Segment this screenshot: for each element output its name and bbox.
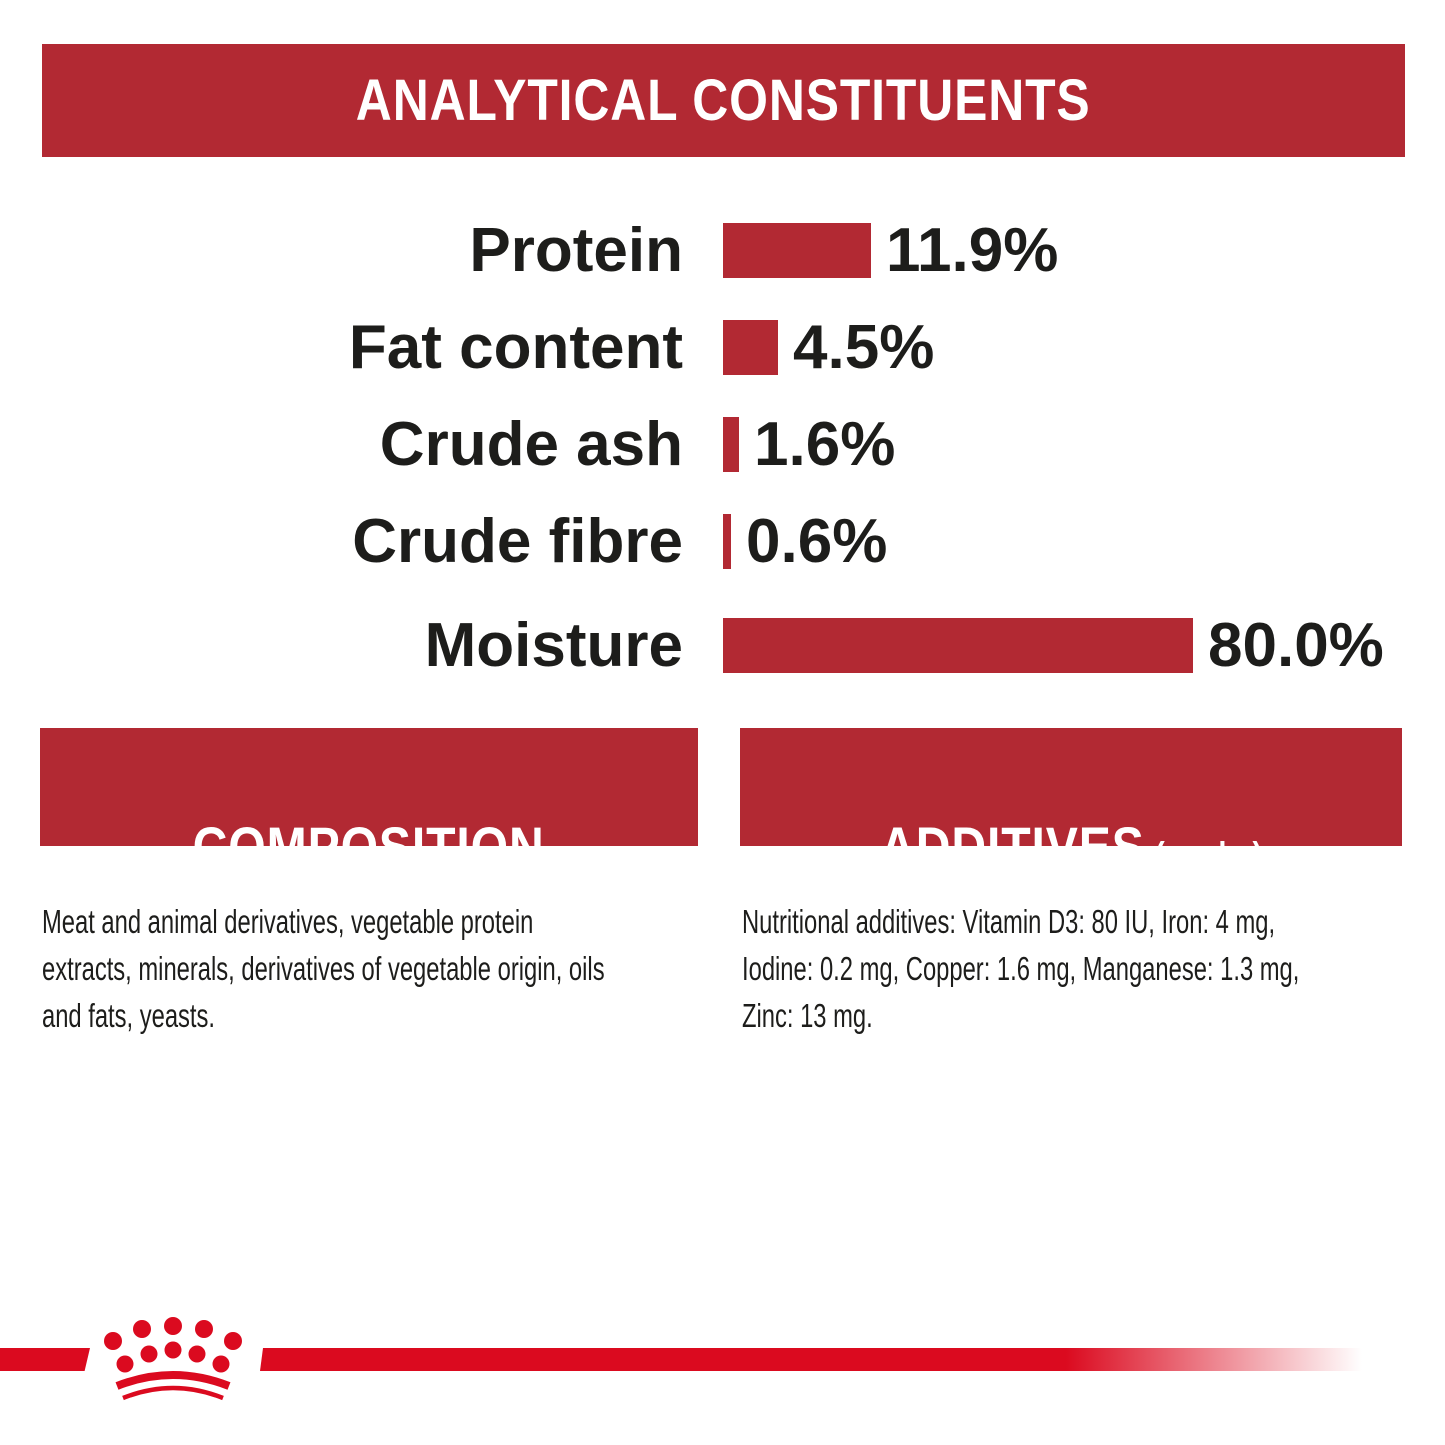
constituent-label: Fat content	[348, 312, 683, 382]
constituent-row-fat: Fat content 4.5%	[0, 307, 1445, 387]
footer-band-left	[0, 1348, 90, 1371]
royal-canin-crown-icon	[104, 1317, 242, 1401]
constituent-bar	[723, 319, 778, 375]
constituent-label: Moisture	[424, 610, 683, 680]
constituent-bar	[723, 513, 731, 569]
additives-header: ADDITIVES (per kg)	[740, 728, 1402, 878]
constituent-label: Crude fibre	[352, 506, 683, 576]
composition-title: COMPOSITION	[193, 814, 545, 878]
analytical-constituents-title: ANALYTICAL CONSTITUENTS	[356, 68, 1091, 133]
constituent-row-crude-fibre: Crude fibre 0.6%	[0, 501, 1445, 581]
additives-unit-suffix: (per kg)	[1154, 835, 1263, 874]
constituent-row-crude-ash: Crude ash 1.6%	[0, 404, 1445, 484]
constituent-value: 1.6%	[754, 409, 896, 479]
constituent-value: 80.0%	[1208, 610, 1384, 680]
additives-title: ADDITIVES	[879, 814, 1145, 878]
constituent-row-moisture: Moisture 80.0%	[0, 605, 1445, 685]
constituent-value: 11.9%	[886, 215, 1059, 285]
composition-header: COMPOSITION	[40, 728, 698, 878]
constituent-value: 0.6%	[746, 506, 888, 576]
constituent-bar	[723, 222, 871, 278]
composition-body: Meat and animal derivatives, vegetable p…	[42, 903, 605, 1034]
additives-header-inner: ADDITIVES (per kg)	[880, 814, 1262, 879]
constituent-row-protein: Protein 11.9%	[0, 210, 1445, 290]
constituent-bar	[723, 617, 1193, 673]
constituent-label: Protein	[469, 215, 683, 285]
constituent-value: 4.5%	[793, 312, 935, 382]
composition-header-inner: COMPOSITION	[193, 814, 545, 879]
additives-body: Nutritional additives: Vitamin D3: 80 IU…	[742, 903, 1300, 1034]
analytical-constituents-header: ANALYTICAL CONSTITUENTS	[42, 44, 1405, 157]
constituent-bar	[723, 416, 739, 472]
constituent-label: Crude ash	[379, 409, 683, 479]
footer-band-right	[260, 1348, 1445, 1371]
